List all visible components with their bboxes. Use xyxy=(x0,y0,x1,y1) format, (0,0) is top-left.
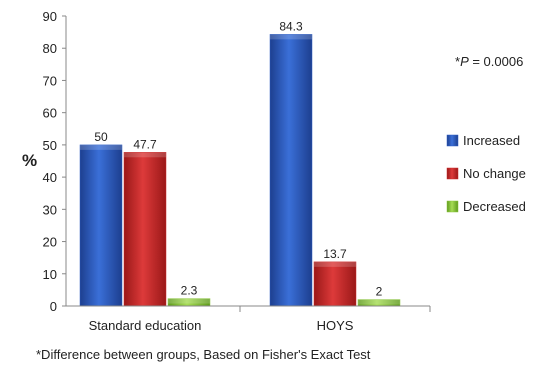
legend-swatch xyxy=(446,134,459,147)
x-category-label: HOYS xyxy=(317,318,354,333)
legend-swatch xyxy=(446,200,459,213)
bar-increased xyxy=(79,144,123,307)
bar-value-label: 47.7 xyxy=(133,137,157,151)
bar-value-label: 50 xyxy=(94,130,108,144)
bar-highlight xyxy=(168,298,210,304)
p-value-annotation: *P = 0.0006 xyxy=(455,54,523,69)
bar-value-label: 2 xyxy=(376,285,383,299)
y-axis-label: % xyxy=(22,151,37,170)
y-tick-label: 40 xyxy=(43,170,57,185)
y-tick-label: 90 xyxy=(43,9,57,24)
bar-no-change xyxy=(123,152,167,307)
y-tick-label: 10 xyxy=(43,267,57,282)
bar-no-change xyxy=(313,261,357,307)
p-value-prefix: * xyxy=(455,54,460,69)
bar-increased xyxy=(269,34,313,307)
y-axis-ticks: 0 10 20 30 40 50 60 70 80 90 xyxy=(43,9,66,314)
x-axis-labels: Standard education HOYS xyxy=(89,306,431,333)
y-tick-label: 0 xyxy=(50,299,57,314)
bar-highlight xyxy=(124,152,166,158)
x-category-label: Standard education xyxy=(89,318,202,333)
y-tick-label: 50 xyxy=(43,138,57,153)
bar-value-label: 2.3 xyxy=(181,284,198,298)
y-tick-label: 60 xyxy=(43,106,57,121)
legend-label: No change xyxy=(463,166,526,181)
bar-highlight xyxy=(358,299,400,305)
legend-swatch xyxy=(446,167,459,180)
legend-label: Decreased xyxy=(463,199,526,214)
p-value-value: = 0.0006 xyxy=(469,54,524,69)
bar-highlight xyxy=(270,34,312,40)
bar-value-label: 13.7 xyxy=(323,247,347,261)
bars-group xyxy=(79,34,401,307)
y-tick-label: 20 xyxy=(43,235,57,250)
footnote: *Difference between groups, Based on Fis… xyxy=(36,347,371,362)
legend-label: Increased xyxy=(463,133,520,148)
y-tick-label: 30 xyxy=(43,202,57,217)
bar-value-label: 84.3 xyxy=(279,19,303,33)
y-tick-label: 70 xyxy=(43,73,57,88)
legend: Increased No change Decreased xyxy=(446,133,526,214)
y-tick-label: 80 xyxy=(43,41,57,56)
bar-highlight xyxy=(80,144,122,150)
bar-highlight xyxy=(314,261,356,267)
p-value-symbol: P xyxy=(460,54,469,69)
data-labels-group: 50 47.7 2.3 84.3 13.7 2 xyxy=(94,19,382,298)
